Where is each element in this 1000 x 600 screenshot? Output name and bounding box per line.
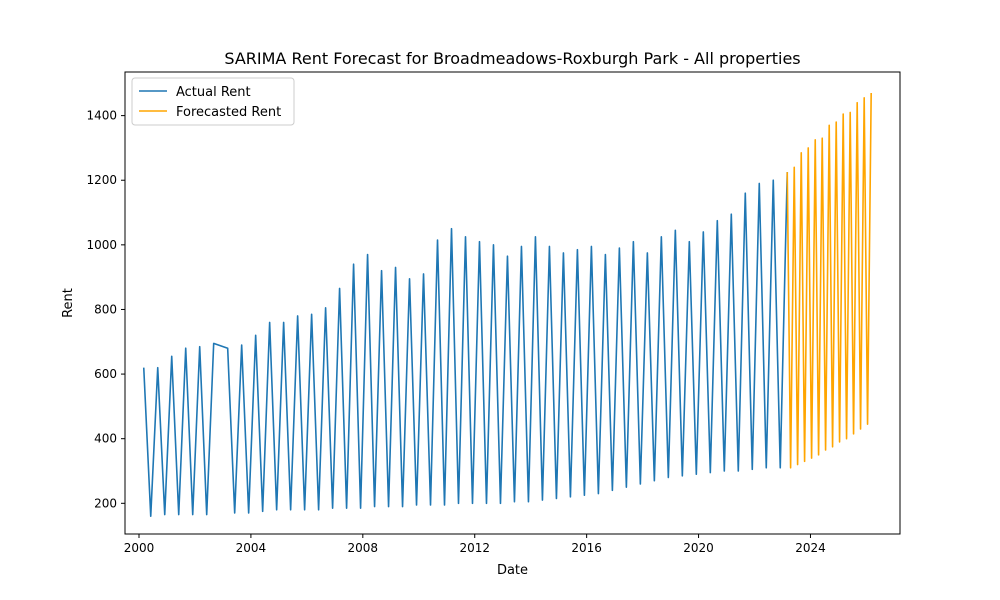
y-tick-label: 1200: [86, 173, 117, 187]
y-tick-label: 400: [94, 432, 117, 446]
y-tick-label: 1000: [86, 238, 117, 252]
y-axis: 200 400 600 800 1000 1200 1400: [86, 109, 125, 510]
x-tick-label: 2008: [348, 541, 379, 555]
x-tick-label: 2004: [236, 541, 267, 555]
series-layer: [142, 92, 872, 518]
y-axis-label: Rent: [61, 288, 76, 318]
x-tick-label: 2012: [459, 541, 490, 555]
legend: Actual Rent Forecasted Rent: [131, 77, 295, 126]
x-tick-label: 2000: [124, 541, 155, 555]
chart-title: SARIMA Rent Forecast for Broadmeadows-Ro…: [224, 49, 800, 68]
series-line-forecast: [786, 92, 872, 469]
y-tick-label: 600: [94, 367, 117, 381]
x-tick-label: 2020: [683, 541, 714, 555]
x-tick-label: 2016: [571, 541, 602, 555]
series-line-actual: [142, 172, 789, 518]
y-tick-label: 1400: [86, 109, 117, 123]
legend-label-forecast: Forecasted Rent: [176, 105, 281, 120]
x-axis: 2000 2004 2008 2012 2016 2020 2024: [124, 534, 826, 555]
plot-frame: [124, 71, 901, 535]
x-tick-label: 2024: [795, 541, 826, 555]
y-tick-label: 800: [94, 302, 117, 316]
x-axis-label: Date: [497, 563, 528, 578]
legend-label-actual: Actual Rent: [176, 85, 251, 100]
legend-box: [131, 77, 295, 126]
y-tick-label: 200: [94, 496, 117, 510]
